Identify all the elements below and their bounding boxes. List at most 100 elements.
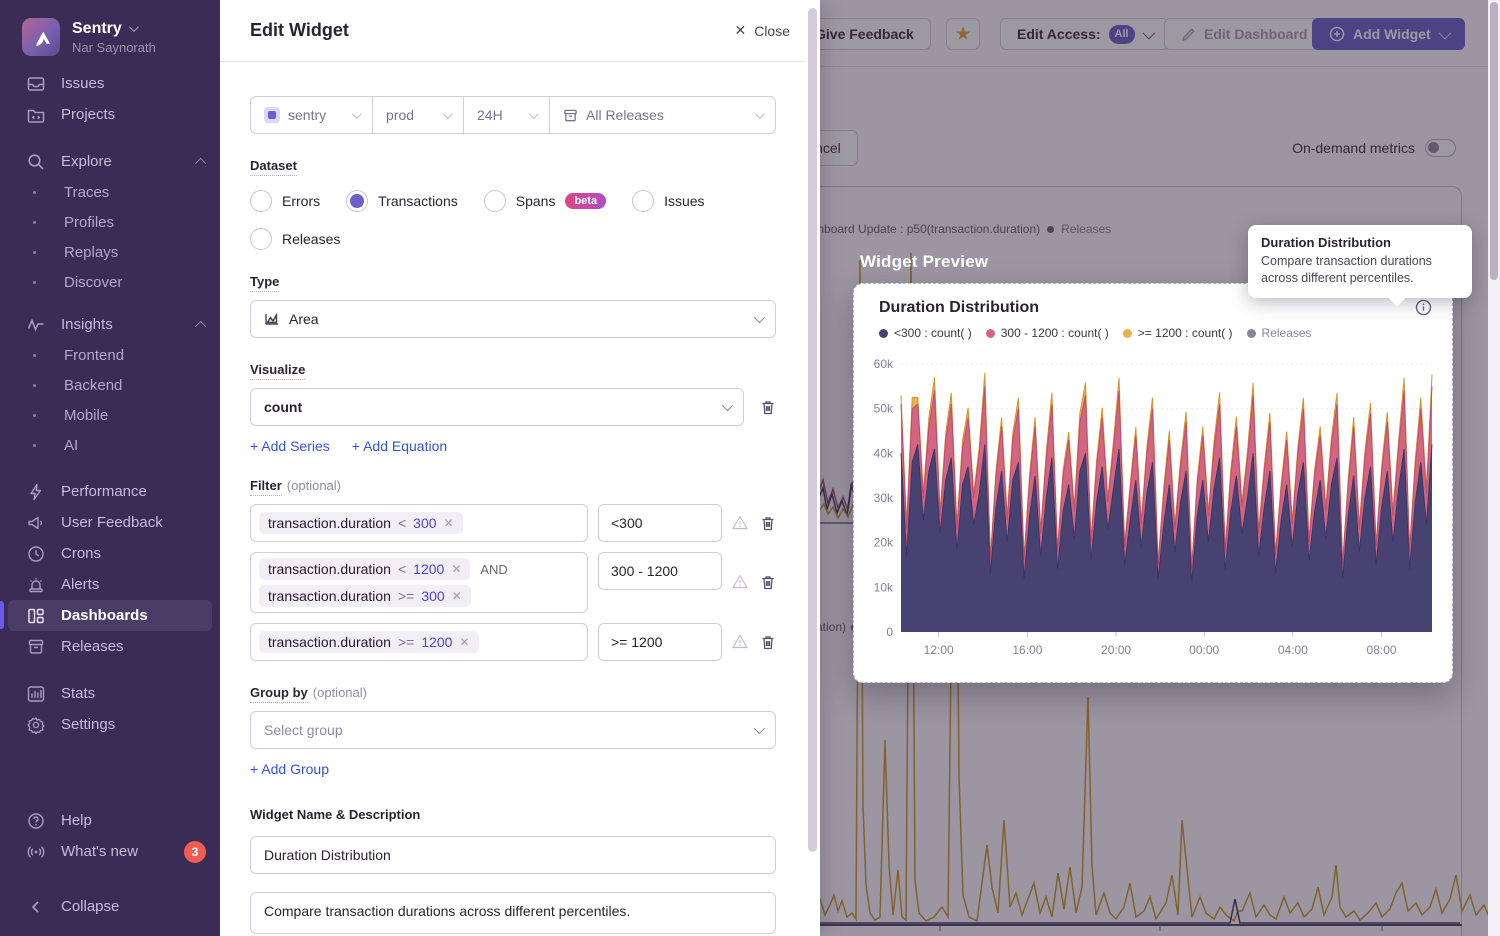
sidebar-collapse-button[interactable]: Collapse <box>0 891 220 922</box>
sidebar-item-label: Mobile <box>64 406 109 424</box>
token-remove-icon[interactable]: ✕ <box>459 635 470 649</box>
groupby-select[interactable]: Select group <box>250 711 776 749</box>
sidebar-item-label: What's new <box>61 843 139 860</box>
filter-input[interactable]: transaction.duration >= 1200 ✕ <box>250 623 588 661</box>
give-feedback-button[interactable]: Give Feedback <box>798 18 931 50</box>
sidebar-item-replays[interactable]: Replays <box>0 237 220 267</box>
sidebar-item-stats[interactable]: Stats <box>0 678 220 709</box>
legend-item[interactable]: 300 - 1200 : count( ) <box>985 326 1109 340</box>
sidebar-item-dashboards[interactable]: Dashboards <box>8 600 212 631</box>
token-remove-icon[interactable]: ✕ <box>451 562 462 576</box>
radio-issues[interactable]: Issues <box>632 190 705 212</box>
radio-spans[interactable]: Spans beta <box>483 190 607 212</box>
filter-input[interactable]: transaction.duration <1200 ✕ AND transacti… <box>250 552 588 613</box>
filter-row-1: transaction.duration <300 ✕ <box>250 504 776 542</box>
sidebar-item-label: Replays <box>64 243 119 261</box>
add-equation-link[interactable]: + Add Equation <box>351 438 448 454</box>
sidebar-item-traces[interactable]: Traces <box>0 177 220 207</box>
visualize-select[interactable]: count <box>250 388 744 426</box>
sidebar-item-label: Performance <box>61 483 147 500</box>
page-scrollbar-thumb[interactable] <box>1490 2 1498 280</box>
sidebar-item-performance[interactable]: Performance <box>0 476 220 507</box>
edit-dashboard-button[interactable]: Edit Dashboard <box>1164 18 1325 50</box>
type-select[interactable]: Area <box>250 300 776 338</box>
filter-token[interactable]: transaction.duration >= 1200 ✕ <box>259 631 479 653</box>
add-widget-button[interactable]: Add Widget <box>1312 18 1465 50</box>
sidebar-item-insights[interactable]: Insights <box>0 309 220 340</box>
token-op: >= <box>397 588 415 604</box>
legend-label: >= 1200 : count( ) <box>1137 326 1233 340</box>
token-value: 300 <box>413 515 437 531</box>
info-icon[interactable] <box>1415 299 1432 321</box>
sidebar-item-issues[interactable]: Issues <box>0 68 220 99</box>
siren-icon <box>26 576 46 594</box>
sidebar-item-crons[interactable]: Crons <box>0 538 220 569</box>
project-select[interactable]: sentry <box>251 97 372 133</box>
add-group-link[interactable]: + Add Group <box>250 761 330 777</box>
sidebar-item-label: Projects <box>61 106 116 123</box>
sidebar-item-label: Releases <box>61 638 124 655</box>
chevron-down-icon <box>351 108 362 119</box>
visualize-links: + Add Series + Add Equation <box>250 438 776 454</box>
sidebar-item-discover[interactable]: Discover <box>0 267 220 297</box>
filter-optional-label: (optional) <box>286 478 341 493</box>
widget-name-input[interactable] <box>250 836 776 874</box>
sidebar-item-frontend[interactable]: Frontend <box>0 340 220 370</box>
panel-scrollbar <box>806 0 820 936</box>
filter-alias-input[interactable] <box>598 623 722 661</box>
add-series-link[interactable]: + Add Series <box>250 438 330 454</box>
legend-item-releases[interactable]: Releases <box>1246 326 1312 340</box>
filter-token[interactable]: transaction.duration <300 ✕ <box>259 512 463 534</box>
delete-filter-button[interactable] <box>760 574 776 594</box>
dashboards-icon <box>26 607 46 625</box>
ondemand-metrics-toggle[interactable] <box>1425 139 1456 157</box>
delete-filter-button[interactable] <box>760 515 776 535</box>
sidebar-item-mobile[interactable]: Mobile <box>0 400 220 430</box>
panel-header: Edit Widget ✕ Close <box>220 0 820 62</box>
filter-token[interactable]: transaction.duration >= 300 ✕ <box>259 585 471 607</box>
pulse-icon <box>26 316 46 334</box>
timerange-select[interactable]: 24H <box>463 97 549 133</box>
broadcast-icon <box>26 843 46 861</box>
legend-item[interactable]: >= 1200 : count( ) <box>1122 326 1233 340</box>
sidebar-item-user-feedback[interactable]: User Feedback <box>0 507 220 538</box>
widget-description-textarea[interactable]: Compare transaction durations across dif… <box>250 892 776 934</box>
sidebar-item-help[interactable]: Help <box>0 805 220 836</box>
legend-item[interactable]: <300 : count( ) <box>879 326 972 340</box>
sidebar-item-alerts[interactable]: Alerts <box>0 569 220 600</box>
radio-errors[interactable]: Errors <box>250 190 320 212</box>
favorite-star-button[interactable]: ★ <box>946 18 980 50</box>
sidebar-item-whats-new[interactable]: What's new 3 <box>0 836 220 867</box>
sidebar-item-ai[interactable]: AI <box>0 430 220 460</box>
token-remove-icon[interactable]: ✕ <box>443 516 454 530</box>
sidebar-item-profiles[interactable]: Profiles <box>0 207 220 237</box>
sidebar-item-explore[interactable]: Explore <box>0 146 220 177</box>
legend-dot-icon <box>1047 225 1055 233</box>
chevron-down-icon <box>753 311 766 324</box>
environment-select[interactable]: prod <box>372 97 463 133</box>
sidebar-item-settings[interactable]: Settings <box>0 709 220 740</box>
delete-visualize-button[interactable] <box>760 399 776 416</box>
filter-alias-input[interactable] <box>598 504 722 542</box>
panel-scrollbar-thumb[interactable] <box>808 8 817 852</box>
radio-releases[interactable]: Releases <box>250 228 340 250</box>
delete-filter-button[interactable] <box>760 634 776 654</box>
radio-icon <box>250 190 272 212</box>
org-switcher[interactable]: Sentry Nar Saynorath <box>0 0 220 68</box>
sidebar-item-backend[interactable]: Backend <box>0 370 220 400</box>
warning-icon <box>732 515 748 535</box>
filter-alias-input[interactable] <box>598 552 722 590</box>
edit-access-button[interactable]: Edit Access: All <box>1000 18 1169 50</box>
sidebar-item-label: Explore <box>61 153 112 170</box>
releases-select[interactable]: All Releases <box>549 97 775 133</box>
radio-transactions[interactable]: Transactions <box>346 190 458 212</box>
filter-input[interactable]: transaction.duration <300 ✕ <box>250 504 588 542</box>
sidebar-item-projects[interactable]: Projects <box>0 99 220 130</box>
project-avatar-icon <box>264 107 280 123</box>
close-button[interactable]: ✕ Close <box>734 22 790 39</box>
sidebar-item-releases[interactable]: Releases <box>0 631 220 662</box>
sidebar-item-label: Profiles <box>64 213 115 231</box>
filter-token[interactable]: transaction.duration <1200 ✕ <box>259 558 471 580</box>
token-remove-icon[interactable]: ✕ <box>451 589 462 603</box>
